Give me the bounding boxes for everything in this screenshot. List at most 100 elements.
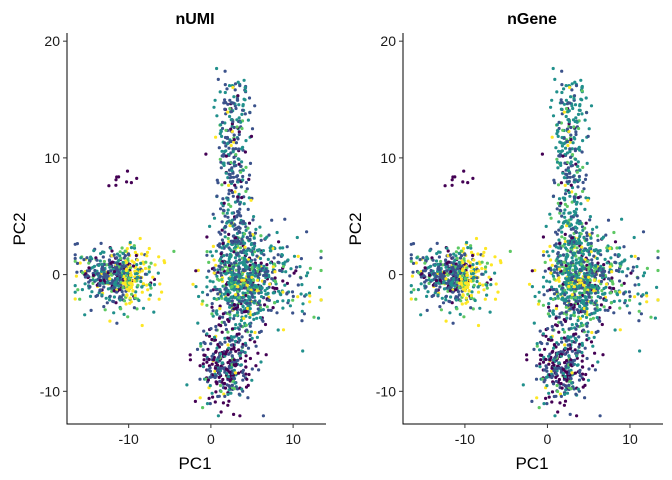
data-point <box>548 352 552 356</box>
data-point <box>220 149 224 153</box>
data-point <box>241 368 245 372</box>
data-point <box>115 252 120 256</box>
data-point <box>459 277 463 281</box>
data-point <box>210 362 214 366</box>
data-point <box>566 249 570 253</box>
data-point <box>556 261 560 265</box>
data-point <box>259 234 263 238</box>
data-point <box>233 339 237 343</box>
data-point <box>264 273 269 278</box>
data-point <box>255 254 259 258</box>
data-point <box>261 249 265 253</box>
data-point <box>110 289 114 293</box>
data-point <box>595 225 599 229</box>
data-point <box>580 112 584 116</box>
data-point <box>641 274 646 278</box>
data-point <box>220 120 225 124</box>
data-point <box>546 312 551 316</box>
data-point <box>260 279 264 283</box>
data-point <box>602 286 606 291</box>
data-point <box>268 246 272 250</box>
data-point <box>271 246 275 251</box>
data-point <box>613 253 617 257</box>
data-point <box>469 246 473 250</box>
data-point <box>140 290 144 294</box>
data-point <box>221 377 225 382</box>
data-point <box>248 248 252 253</box>
data-point <box>229 110 233 114</box>
data-point <box>426 290 430 294</box>
data-point <box>253 104 257 108</box>
data-point <box>566 143 570 148</box>
data-point <box>87 280 91 284</box>
data-point <box>477 269 481 273</box>
data-point <box>585 237 589 241</box>
data-point <box>473 298 477 303</box>
data-point <box>565 140 569 144</box>
data-point <box>425 294 429 298</box>
data-point <box>228 312 232 316</box>
data-point <box>226 343 230 347</box>
data-point <box>222 254 226 258</box>
data-point <box>471 279 475 283</box>
data-point <box>573 178 577 182</box>
data-point <box>281 290 285 294</box>
data-point <box>428 273 432 277</box>
data-point <box>263 270 267 274</box>
data-point <box>132 246 137 250</box>
x-tick-label: -10 <box>455 431 475 447</box>
data-point <box>230 221 234 225</box>
data-point <box>75 270 79 274</box>
data-point <box>232 347 236 351</box>
data-point <box>583 346 587 350</box>
data-point <box>270 277 274 281</box>
data-point <box>570 236 575 240</box>
data-point <box>296 283 300 287</box>
data-point <box>122 256 126 260</box>
data-point <box>561 286 565 290</box>
data-point <box>208 366 212 370</box>
data-point <box>610 280 614 284</box>
data-point <box>458 274 462 278</box>
data-point <box>244 139 248 143</box>
data-point <box>227 281 231 285</box>
data-point <box>223 83 227 87</box>
data-point <box>556 294 560 298</box>
data-point <box>555 257 559 261</box>
data-point <box>214 349 218 353</box>
data-point <box>233 381 237 385</box>
data-point <box>232 363 236 367</box>
data-point <box>551 312 556 316</box>
data-point <box>106 271 110 275</box>
data-point <box>219 160 223 164</box>
data-point <box>569 358 573 362</box>
data-point <box>577 108 581 112</box>
data-point <box>247 275 251 279</box>
data-point <box>557 149 561 153</box>
data-point <box>587 283 591 287</box>
data-point <box>240 335 244 339</box>
data-point <box>534 377 539 381</box>
data-point <box>229 151 233 155</box>
data-point <box>411 261 416 265</box>
data-point <box>607 277 611 281</box>
data-point <box>131 289 135 293</box>
data-point <box>207 396 211 400</box>
data-point <box>612 299 616 303</box>
data-point <box>622 281 626 285</box>
data-point <box>610 276 614 280</box>
data-point <box>561 171 565 175</box>
data-point <box>218 307 222 311</box>
data-point <box>582 299 586 303</box>
data-point <box>98 259 102 263</box>
data-point <box>554 146 558 150</box>
data-point <box>226 403 230 407</box>
data-point <box>547 254 551 258</box>
data-point <box>551 114 556 118</box>
data-point <box>205 285 209 289</box>
data-point <box>241 342 245 346</box>
data-point <box>237 371 241 375</box>
data-point <box>243 245 247 249</box>
data-point <box>554 316 558 320</box>
